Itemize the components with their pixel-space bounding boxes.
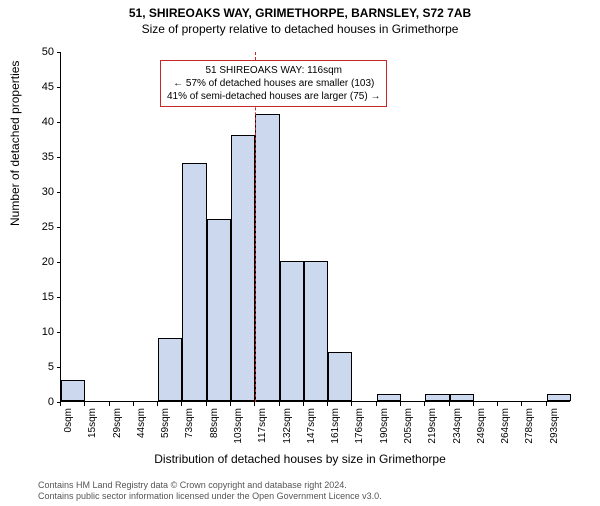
- x-tick-label: 293sqm: [549, 408, 560, 444]
- x-tick-label: 249sqm: [476, 408, 487, 444]
- y-tick-mark: [57, 332, 61, 333]
- x-tick-mark: [424, 402, 425, 406]
- y-tick-mark: [57, 122, 61, 123]
- y-tick-label: 40: [14, 116, 54, 128]
- y-tick-label: 25: [14, 221, 54, 233]
- annotation-line: 51 SHIREOAKS WAY: 116sqm: [167, 64, 380, 77]
- x-tick-mark: [157, 402, 158, 406]
- x-tick-mark: [497, 402, 498, 406]
- y-tick-label: 50: [14, 46, 54, 58]
- x-tick-mark: [84, 402, 85, 406]
- histogram-bar: [255, 114, 279, 401]
- y-tick-label: 5: [14, 361, 54, 373]
- x-tick-label: 117sqm: [257, 408, 268, 443]
- histogram-bar: [450, 394, 474, 401]
- x-tick-label: 59sqm: [160, 408, 171, 438]
- histogram-bar: [280, 261, 304, 401]
- y-tick-mark: [57, 227, 61, 228]
- x-tick-mark: [400, 402, 401, 406]
- histogram-bar: [158, 338, 182, 401]
- x-tick-mark: [351, 402, 352, 406]
- x-tick-label: 15sqm: [87, 408, 98, 438]
- annotation-box: 51 SHIREOAKS WAY: 116sqm ← 57% of detach…: [160, 60, 387, 107]
- x-tick-mark: [181, 402, 182, 406]
- x-tick-mark: [303, 402, 304, 406]
- chart-title-sub: Size of property relative to detached ho…: [0, 22, 600, 36]
- y-tick-mark: [57, 297, 61, 298]
- x-tick-mark: [109, 402, 110, 406]
- histogram-bar: [377, 394, 401, 401]
- y-tick-mark: [57, 262, 61, 263]
- x-tick-mark: [254, 402, 255, 406]
- x-tick-label: 132sqm: [282, 408, 293, 444]
- y-tick-label: 20: [14, 256, 54, 268]
- x-tick-label: 147sqm: [306, 408, 317, 444]
- x-tick-label: 0sqm: [63, 408, 74, 432]
- x-tick-label: 205sqm: [403, 408, 414, 444]
- annotation-line: 41% of semi-detached houses are larger (…: [167, 90, 380, 103]
- y-tick-mark: [57, 367, 61, 368]
- y-tick-label: 35: [14, 151, 54, 163]
- footer-line: Contains HM Land Registry data © Crown c…: [38, 480, 382, 491]
- footer-attribution: Contains HM Land Registry data © Crown c…: [38, 480, 382, 502]
- histogram-bar: [231, 135, 255, 401]
- x-tick-mark: [230, 402, 231, 406]
- x-tick-mark: [133, 402, 134, 406]
- histogram-bar: [61, 380, 85, 401]
- x-tick-label: 73sqm: [184, 408, 195, 438]
- y-tick-label: 45: [14, 81, 54, 93]
- x-tick-label: 88sqm: [209, 408, 220, 438]
- chart-title-main: 51, SHIREOAKS WAY, GRIMETHORPE, BARNSLEY…: [0, 6, 600, 20]
- y-tick-mark: [57, 157, 61, 158]
- y-tick-mark: [57, 52, 61, 53]
- x-tick-mark: [449, 402, 450, 406]
- x-tick-label: 190sqm: [379, 408, 390, 444]
- y-tick-mark: [57, 192, 61, 193]
- x-tick-label: 234sqm: [452, 408, 463, 444]
- x-tick-mark: [546, 402, 547, 406]
- histogram-bar: [425, 394, 449, 401]
- x-tick-mark: [521, 402, 522, 406]
- y-tick-label: 10: [14, 326, 54, 338]
- x-tick-label: 219sqm: [427, 408, 438, 444]
- x-tick-mark: [376, 402, 377, 406]
- x-tick-mark: [473, 402, 474, 406]
- histogram-bar: [304, 261, 328, 401]
- x-tick-label: 44sqm: [136, 408, 147, 438]
- x-tick-mark: [60, 402, 61, 406]
- y-tick-label: 15: [14, 291, 54, 303]
- chart-area: 51 SHIREOAKS WAY: 116sqm ← 57% of detach…: [60, 52, 570, 402]
- x-tick-label: 176sqm: [354, 408, 365, 444]
- x-tick-label: 29sqm: [112, 408, 123, 438]
- y-tick-label: 0: [14, 396, 54, 408]
- x-axis-label: Distribution of detached houses by size …: [0, 452, 600, 466]
- histogram-bar: [547, 394, 571, 401]
- x-tick-label: 161sqm: [330, 408, 341, 444]
- x-tick-mark: [279, 402, 280, 406]
- x-tick-label: 264sqm: [500, 408, 511, 444]
- histogram-bar: [207, 219, 231, 401]
- footer-line: Contains public sector information licen…: [38, 491, 382, 502]
- histogram-bar: [328, 352, 352, 401]
- x-tick-mark: [206, 402, 207, 406]
- x-tick-mark: [327, 402, 328, 406]
- histogram-bar: [182, 163, 206, 401]
- annotation-line: ← 57% of detached houses are smaller (10…: [167, 77, 380, 90]
- x-tick-label: 278sqm: [524, 408, 535, 444]
- y-tick-mark: [57, 87, 61, 88]
- y-tick-label: 30: [14, 186, 54, 198]
- x-tick-label: 103sqm: [233, 408, 244, 444]
